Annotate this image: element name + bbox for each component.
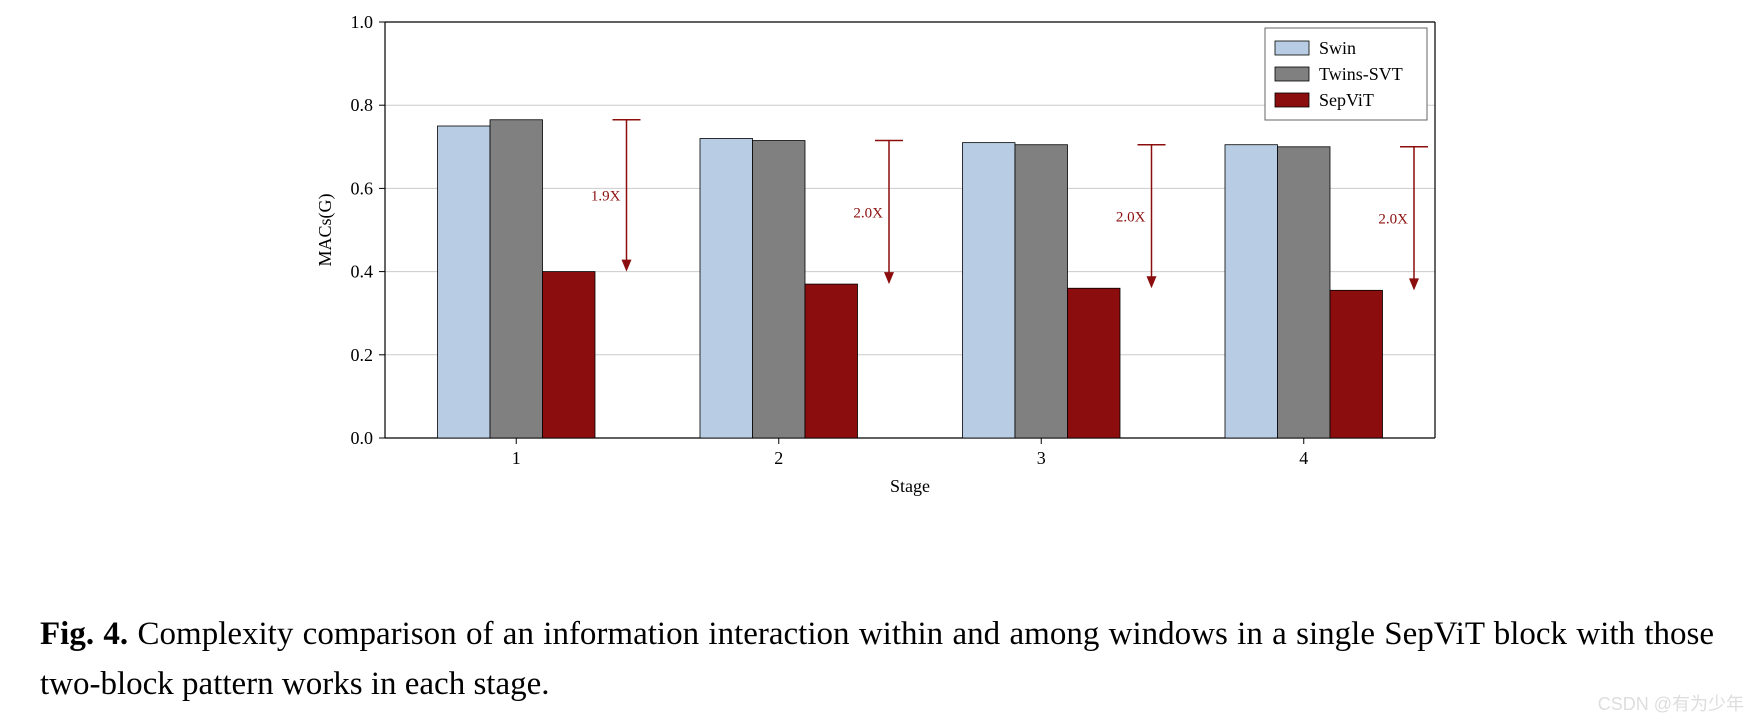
svg-text:0.0: 0.0	[351, 428, 374, 448]
legend-label: Swin	[1319, 38, 1356, 58]
speedup-label: 2.0X	[1378, 212, 1408, 228]
legend-swatch	[1275, 67, 1309, 81]
svg-text:1: 1	[512, 448, 521, 468]
y-axis-label: MACs(G)	[315, 193, 336, 266]
svg-text:3: 3	[1037, 448, 1046, 468]
bar	[1068, 288, 1121, 438]
bar	[1278, 147, 1331, 438]
svg-text:0.4: 0.4	[351, 262, 374, 282]
svg-text:4: 4	[1299, 448, 1308, 468]
legend-swatch	[1275, 41, 1309, 55]
caption-text: Complexity comparison of an information …	[40, 616, 1714, 702]
legend-swatch	[1275, 93, 1309, 107]
bar	[1330, 290, 1383, 438]
svg-text:0.2: 0.2	[351, 345, 374, 365]
bar	[753, 141, 806, 438]
legend-label: Twins-SVT	[1319, 64, 1403, 84]
bar	[438, 126, 491, 438]
bar	[700, 138, 753, 438]
svg-text:1.0: 1.0	[351, 12, 374, 32]
bar	[543, 272, 596, 438]
legend-label: SepViT	[1319, 90, 1374, 110]
svg-text:0.6: 0.6	[351, 178, 374, 198]
caption-label: Fig. 4.	[40, 616, 128, 652]
figure-caption: Fig. 4. Complexity comparison of an info…	[40, 610, 1714, 709]
speedup-label: 1.9X	[591, 189, 621, 205]
bar	[805, 284, 858, 438]
speedup-label: 2.0X	[853, 205, 883, 221]
bar	[490, 120, 543, 438]
bar	[963, 143, 1016, 438]
watermark: CSDN @有为少年	[1598, 690, 1744, 716]
speedup-label: 2.0X	[1116, 209, 1146, 225]
svg-text:0.8: 0.8	[351, 95, 374, 115]
svg-text:2: 2	[774, 448, 783, 468]
chart-svg: 0.0 0.2 0.4 0.6 0.8 1.0 1 2 3 4 1.9X 2.0X 2.0X 2.0X St…	[305, 10, 1449, 530]
macs-bar-chart: 0.0 0.2 0.4 0.6 0.8 1.0 1 2 3 4 1.9X 2.0X 2.0X 2.0X St…	[305, 10, 1449, 530]
x-axis-label: Stage	[890, 476, 930, 496]
bar	[1225, 145, 1278, 438]
bar	[1015, 145, 1068, 438]
